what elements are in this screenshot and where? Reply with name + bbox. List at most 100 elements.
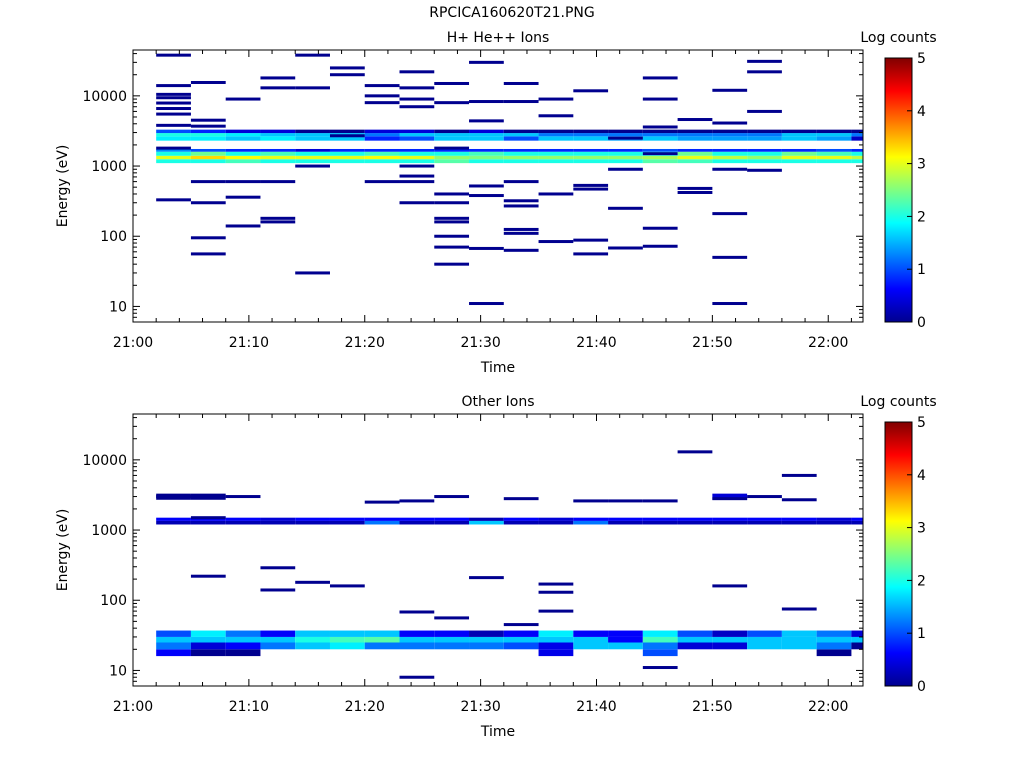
y-tick-label: 1000 [91, 523, 127, 539]
heatmap-cell [712, 636, 748, 643]
heatmap-cell [469, 148, 504, 152]
heatmap-cell [295, 136, 330, 141]
heatmap-cell [329, 630, 365, 637]
heatmap-count-mark [642, 97, 678, 101]
heatmap-cell [434, 129, 470, 134]
heatmap-count-mark [295, 53, 330, 57]
heatmap-count-mark [642, 152, 678, 156]
heatmap-cell [851, 636, 863, 643]
heatmap-cell [503, 129, 539, 134]
y-axis-label: Energy (eV) [55, 145, 71, 228]
colorbar-label: Log counts [860, 394, 936, 410]
heatmap-cell [434, 155, 470, 160]
heatmap-cell [712, 517, 748, 521]
heatmap-cell [538, 133, 574, 137]
colorbar [884, 57, 913, 323]
heatmap-cell [503, 133, 539, 137]
heatmap-cell [747, 148, 782, 152]
heatmap-count-mark [434, 201, 470, 205]
heatmap-cell [538, 649, 574, 657]
heatmap-cell [677, 642, 713, 650]
heatmap-cell [573, 129, 609, 134]
heatmap-count-mark [190, 516, 226, 520]
heatmap-count-mark [538, 609, 574, 613]
heatmap-cell [295, 517, 330, 521]
heatmap-cell [260, 155, 296, 160]
heatmap-cell [816, 129, 852, 134]
heatmap-cell [851, 148, 863, 152]
heatmap-cell [503, 148, 539, 152]
heatmap-count-mark [190, 236, 226, 240]
heatmap-count-mark [364, 101, 400, 105]
heatmap-cell [816, 151, 852, 156]
heatmap-count-mark [642, 244, 678, 248]
colorbar-tick-label: 4 [917, 104, 926, 120]
heatmap-cell [260, 636, 296, 643]
heatmap-count-mark [677, 186, 713, 190]
colorbar-label: Log counts [860, 30, 936, 46]
heatmap-cell [469, 136, 504, 141]
heatmap-count-mark [747, 59, 782, 63]
heatmap-cell [608, 159, 643, 164]
heatmap-cell [329, 159, 365, 164]
heatmap-cell [399, 136, 435, 141]
heatmap-cell [260, 517, 296, 521]
heatmap-cell [364, 129, 400, 134]
heatmap-count-mark [434, 616, 470, 620]
colorbar-tick-label: 2 [917, 573, 926, 589]
heatmap-cell [156, 129, 191, 134]
heatmap-cell [156, 159, 191, 164]
heatmap-cell [642, 155, 678, 160]
heatmap-cell [747, 133, 782, 137]
heatmap-cell [434, 133, 470, 137]
y-tick-label: 10 [109, 663, 127, 679]
heatmap-cell [225, 520, 261, 525]
heatmap-count-mark [781, 473, 817, 477]
heatmap-cell [434, 630, 470, 637]
heatmap-cell [503, 636, 539, 643]
heatmap-cell [677, 517, 713, 521]
heatmap-count-mark [503, 199, 539, 203]
heatmap-count-mark [677, 118, 713, 122]
heatmap-cell [503, 155, 539, 160]
heatmap-count-mark [329, 73, 365, 77]
heatmap-cell [573, 148, 609, 152]
heatmap-cell [399, 517, 435, 521]
heatmap-cell [260, 148, 296, 152]
heatmap-cell [538, 636, 574, 643]
heatmap-count-mark [573, 238, 609, 242]
heatmap-cell [469, 159, 504, 164]
heatmap-cell [816, 133, 852, 137]
heatmap-count-mark [225, 495, 261, 499]
heatmap-cell [190, 636, 226, 643]
heatmap-cell [747, 520, 782, 525]
heatmap-cell [573, 159, 609, 164]
heatmap-cell [190, 151, 226, 156]
heatmap-cell [399, 151, 435, 156]
heatmap-count-mark [329, 66, 365, 70]
heatmap-cell [642, 649, 678, 657]
heatmap-cell [781, 520, 817, 525]
heatmap-cell [364, 520, 400, 525]
heatmap-count-mark [399, 70, 435, 74]
heatmap-count-mark [503, 100, 539, 104]
heatmap-cell [851, 155, 863, 160]
heatmap-count-mark [573, 183, 609, 187]
heatmap-count-mark [156, 495, 191, 499]
heatmap-count-mark [399, 499, 435, 503]
heatmap-cell [469, 151, 504, 156]
heatmap-cell [364, 148, 400, 152]
heatmap-count-mark [190, 80, 226, 84]
heatmap-count-mark [538, 590, 574, 594]
heatmap-cell [608, 630, 643, 637]
heatmap-cell [225, 136, 261, 141]
heatmap-cell [608, 520, 643, 525]
heatmap-count-mark [190, 118, 226, 122]
heatmap-cell [503, 159, 539, 164]
heatmap-count-mark [156, 198, 191, 202]
heatmap-cell [608, 517, 643, 521]
heatmap-cell [469, 636, 504, 643]
heatmap-cell [434, 148, 470, 152]
heatmap-cell [329, 517, 365, 521]
